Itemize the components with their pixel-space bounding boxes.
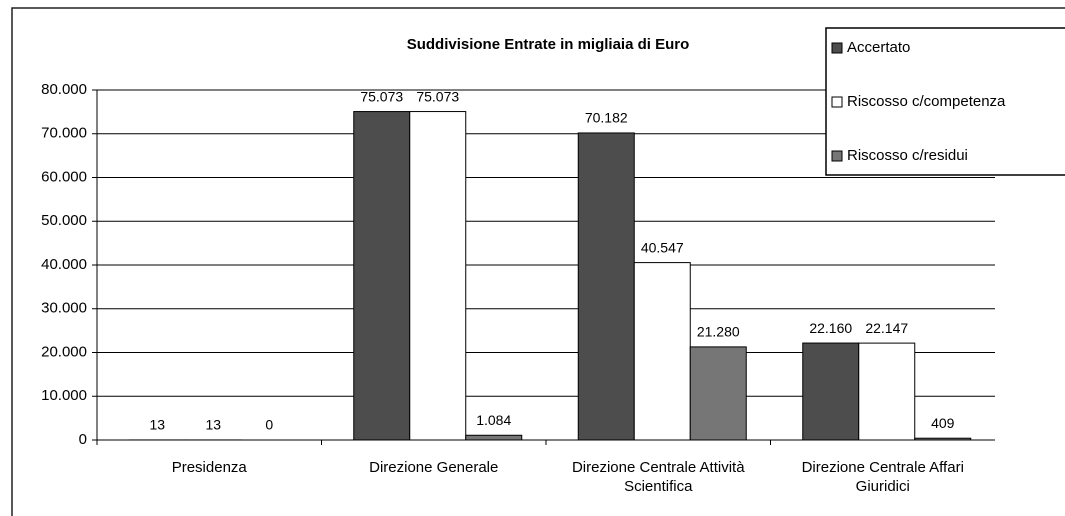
bar [633,262,691,441]
x-tick-label: Direzione Centrale Affari Giuridici [801,459,964,495]
data-label: 13 [149,417,165,433]
data-label: 75.073 [360,88,403,104]
bar [353,111,411,441]
data-label: 22.147 [865,320,908,336]
bar [802,342,860,441]
x-tick-label: Direzione Generale [369,459,499,476]
y-tick-label: 50.000 [41,212,87,229]
x-tick-label: Presidenza [171,459,247,476]
data-label: 22.160 [809,320,852,336]
y-tick-label: 80.000 [41,81,87,98]
data-label: 1.084 [476,412,511,428]
legend-swatch [831,96,843,108]
y-tick-label: 70.000 [41,125,87,142]
data-label: 70.182 [585,110,628,126]
bar [409,111,467,441]
legend-label: Riscosso c/competenza [847,93,1006,110]
data-label: 409 [931,415,955,431]
bar [465,434,523,441]
chart-title: Suddivisione Entrate in migliaia di Euro [407,36,690,53]
y-tick-label: 40.000 [41,256,87,273]
y-tick-label: 30.000 [41,300,87,317]
data-label: 40.547 [641,239,684,255]
legend-box [825,27,1065,176]
legend-label: Accertato [847,39,910,56]
y-tick-label: 20.000 [41,343,87,360]
data-label: 21.280 [697,324,740,340]
data-label: 13 [205,417,221,433]
x-tick-label: Direzione Centrale Attività Scientifica [571,459,745,495]
chart-frame [11,7,1065,516]
bar [577,132,635,441]
legend-swatch [831,150,843,162]
data-label: 0 [265,417,273,433]
legend-label: Riscosso c/residui [847,147,968,164]
y-tick-label: 10.000 [41,387,87,404]
bar [858,342,916,441]
y-tick-label: 60.000 [41,168,87,185]
data-label: 75.073 [416,88,459,104]
bar [689,346,747,441]
y-tick-label: 0 [79,431,87,448]
legend-swatch [831,42,843,54]
